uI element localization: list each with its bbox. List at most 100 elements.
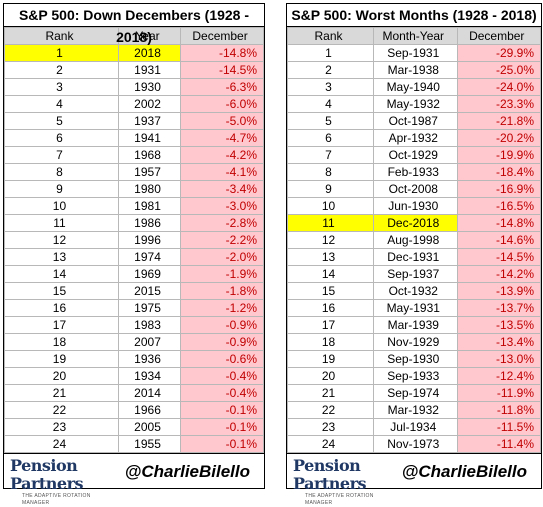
- table-row: 6 1941 -4.7%: [4, 129, 264, 147]
- rank-cell: 4: [286, 95, 375, 113]
- month-year-cell: Oct-2008: [373, 180, 458, 198]
- table-row: 22 Mar-1932 -11.8%: [286, 401, 541, 419]
- table-row: 10 Jun-1930 -16.5%: [286, 197, 541, 215]
- month-year-cell: May-1932: [373, 95, 458, 113]
- month-year-cell: May-1940: [373, 78, 458, 96]
- december-return-cell: -14.6%: [456, 231, 541, 249]
- rank-cell: 22: [286, 401, 375, 419]
- logo-text: Pension Partners: [293, 456, 367, 493]
- year-cell: 1930: [117, 78, 182, 96]
- table-row: 21 Sep-1974 -11.9%: [286, 384, 541, 402]
- rank-cell: 10: [286, 197, 375, 215]
- panel-title: S&P 500: Worst Months (1928 - 2018): [287, 4, 541, 27]
- december-return-cell: -1.9%: [180, 265, 264, 283]
- panel-title: S&P 500: Down Decembers (1928 - 2018): [4, 4, 264, 45]
- table-row: 5 1937 -5.0%: [4, 112, 264, 130]
- month-year-cell: Aug-1998: [373, 231, 458, 249]
- footer: Pension Partners THE ADAPTIVE ROTATION M…: [4, 453, 264, 506]
- table-row: 18 Nov-1929 -13.4%: [286, 333, 541, 351]
- table-row: 7 Oct-1929 -19.9%: [286, 146, 541, 164]
- year-cell: 2014: [117, 384, 182, 402]
- december-return-cell: -0.1%: [180, 418, 264, 436]
- column-header-december: December: [180, 27, 264, 45]
- year-cell: 2007: [117, 333, 182, 351]
- month-year-cell: Apr-1932: [373, 129, 458, 147]
- december-return-cell: -0.4%: [180, 367, 264, 385]
- rank-cell: 23: [286, 418, 375, 436]
- month-year-cell: Sep-1937: [373, 265, 458, 283]
- year-cell: 1931: [117, 61, 182, 79]
- month-year-cell: Dec-2018: [373, 214, 458, 232]
- table-row: 2 Mar-1938 -25.0%: [286, 61, 541, 79]
- table-row: 17 1983 -0.9%: [4, 316, 264, 334]
- rank-cell: 6: [286, 129, 375, 147]
- year-cell: 1981: [117, 197, 182, 215]
- december-return-cell: -5.0%: [180, 112, 264, 130]
- rank-cell: 3: [4, 78, 119, 96]
- worst-months-panel: S&P 500: Worst Months (1928 - 2018) Rank…: [286, 3, 542, 506]
- december-return-cell: -16.5%: [456, 197, 541, 215]
- december-return-cell: -4.7%: [180, 129, 264, 147]
- table-row: 8 1957 -4.1%: [4, 163, 264, 181]
- rank-cell: 24: [4, 435, 119, 453]
- rank-cell: 10: [4, 197, 119, 215]
- table-row: 12 Aug-1998 -14.6%: [286, 231, 541, 249]
- column-header-rank: Rank: [4, 27, 119, 45]
- december-return-cell: -0.1%: [180, 435, 264, 453]
- year-cell: 2002: [117, 95, 182, 113]
- rank-cell: 3: [286, 78, 375, 96]
- december-return-cell: -0.4%: [180, 384, 264, 402]
- december-return-cell: -6.0%: [180, 95, 264, 113]
- table-header-row: Rank Year December: [4, 27, 264, 45]
- table-row: 24 Nov-1973 -11.4%: [286, 435, 541, 453]
- table-row: 4 2002 -6.0%: [4, 95, 264, 113]
- december-return-cell: -13.0%: [456, 350, 541, 368]
- down-decembers-table: Rank Year December 1 2018 -14.8% 2 1931 -14.5…: [4, 27, 264, 453]
- month-year-cell: Sep-1933: [373, 367, 458, 385]
- logo-tagline: THE ADAPTIVE ROTATION MANAGER: [305, 493, 374, 506]
- rank-cell: 6: [4, 129, 119, 147]
- year-cell: 1996: [117, 231, 182, 249]
- rank-cell: 22: [4, 401, 119, 419]
- rank-cell: 17: [286, 316, 375, 334]
- rank-cell: 9: [286, 180, 375, 198]
- column-header-december: December: [456, 27, 541, 45]
- table-row: 9 1980 -3.4%: [4, 180, 264, 198]
- rank-cell: 18: [286, 333, 375, 351]
- table-row: 19 1936 -0.6%: [4, 350, 264, 368]
- rank-cell: 19: [286, 350, 375, 368]
- month-year-cell: Sep-1931: [373, 44, 458, 62]
- month-year-cell: May-1931: [373, 299, 458, 317]
- table-row: 19 Sep-1930 -13.0%: [286, 350, 541, 368]
- rank-cell: 14: [286, 265, 375, 283]
- december-return-cell: -12.4%: [456, 367, 541, 385]
- table-row: 20 1934 -0.4%: [4, 367, 264, 385]
- table-row: 13 1974 -2.0%: [4, 248, 264, 266]
- table-row: 11 Dec-2018 -14.8%: [286, 214, 541, 232]
- rank-cell: 13: [4, 248, 119, 266]
- table-row: 12 1996 -2.2%: [4, 231, 264, 249]
- year-cell: 1974: [117, 248, 182, 266]
- column-header-month-year: Month-Year: [373, 27, 458, 45]
- december-return-cell: -13.5%: [456, 316, 541, 334]
- december-return-cell: -13.9%: [456, 282, 541, 300]
- table-row: 24 1955 -0.1%: [4, 435, 264, 453]
- december-return-cell: -24.0%: [456, 78, 541, 96]
- rank-cell: 23: [4, 418, 119, 436]
- december-return-cell: -14.5%: [180, 61, 264, 79]
- rank-cell: 12: [286, 231, 375, 249]
- table-body: 1 2018 -14.8% 2 1931 -14.5% 3 1930 -6.3% 4 2002 -6.…: [4, 44, 264, 453]
- table-row: 15 Oct-1932 -13.9%: [286, 282, 541, 300]
- rank-cell: 19: [4, 350, 119, 368]
- table-body: 1 Sep-1931 -29.9% 2 Mar-1938 -25.0% 3 May-1940-…: [286, 44, 541, 453]
- table-row: 16 1975 -1.2%: [4, 299, 264, 317]
- table-row: 23 Jul-1934 -11.5%: [286, 418, 541, 436]
- year-cell: 1966: [117, 401, 182, 419]
- december-return-cell: -3.0%: [180, 197, 264, 215]
- table-row: 14 Sep-1937 -14.2%: [286, 265, 541, 283]
- month-year-cell: Mar-1938: [373, 61, 458, 79]
- december-return-cell: -14.8%: [180, 44, 264, 62]
- table-row: 13 Dec-1931 -14.5%: [286, 248, 541, 266]
- table-row: 7 1968 -4.2%: [4, 146, 264, 164]
- year-cell: 1986: [117, 214, 182, 232]
